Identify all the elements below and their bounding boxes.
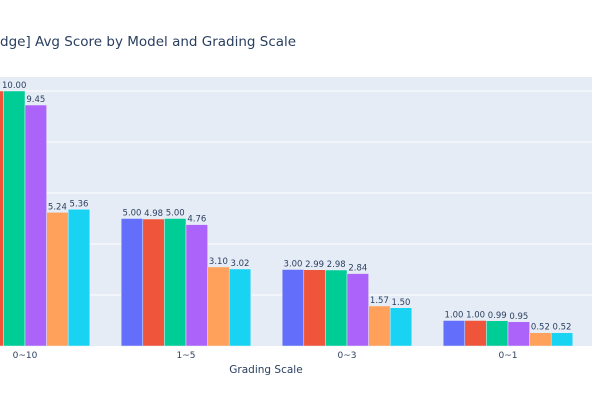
data-label: 3.10 [209, 257, 228, 267]
bar-series-2-0~3 [303, 269, 326, 347]
bar-series-5-0~1 [529, 332, 552, 347]
bar-series-1-1~5 [120, 218, 144, 347]
bar-series-4-1~5 [185, 224, 208, 347]
data-label: 0.52 [553, 323, 572, 333]
data-label: 3.00 [284, 260, 303, 270]
data-label: 0.99 [488, 311, 507, 321]
bar-series-3-0~1 [486, 320, 509, 347]
bar-series-5-1~5 [207, 266, 230, 347]
bar-series-5-0~10 [46, 212, 69, 347]
bar-series-3-1~5 [164, 218, 187, 347]
bar-series-4-0~3 [346, 273, 369, 347]
bar-series-6-0~1 [550, 332, 574, 347]
chart-title: dge] Avg Score by Model and Grading Scal… [0, 34, 296, 50]
bar-series-2-1~5 [142, 218, 165, 347]
bars [0, 90, 574, 347]
x-tick-label: 0~3 [338, 351, 357, 361]
data-label: 5.00 [123, 209, 142, 219]
data-label: 9.45 [26, 95, 45, 105]
data-label: 1.57 [370, 296, 389, 306]
data-label: 0.52 [531, 323, 550, 333]
bar-series-6-0~10 [67, 209, 91, 347]
data-label: 4.76 [187, 215, 206, 225]
data-label: 1.50 [392, 298, 411, 308]
bar-series-5-0~3 [368, 305, 391, 347]
bar-series-4-0~1 [507, 321, 530, 347]
data-labels: 10.009.455.24 5.365.00 4.98 5.004.763.10 3.0… [2, 81, 571, 333]
data-label: 5.36 [70, 199, 89, 209]
bar-series-2-0~1 [464, 320, 487, 347]
gridlines [0, 90, 592, 296]
bar-series-1-0~3 [281, 269, 305, 347]
data-label: 5.24 [48, 202, 67, 212]
bar-series-2-0~10 [0, 90, 4, 347]
data-label: 2.84 [348, 264, 367, 274]
x-axis-title: Grading Scale [229, 364, 302, 376]
bar-series-6-1~5 [228, 268, 252, 347]
data-label: 4.98 [144, 209, 163, 219]
bar-series-6-0~3 [389, 307, 413, 347]
bar-series-3-0~3 [325, 269, 348, 347]
bar-series-4-0~10 [24, 104, 47, 347]
x-tick-label: 0~10 [13, 351, 38, 361]
bar-series-3-0~10 [3, 90, 26, 347]
data-label: 3.02 [231, 259, 250, 269]
data-label: 10.00 [2, 81, 26, 91]
data-label: 1.00 [445, 311, 464, 321]
x-tick-labels: 0~10 1~5 0~3 0~1 [13, 351, 518, 361]
data-label: 5.00 [166, 209, 185, 219]
data-label: 2.98 [327, 260, 346, 270]
x-tick-label: 0~1 [499, 351, 518, 361]
x-tick-label: 1~5 [177, 351, 196, 361]
data-label: 1.00 [466, 311, 485, 321]
data-label: 2.99 [305, 260, 324, 270]
data-label: 0.95 [509, 312, 528, 322]
bar-series-1-0~1 [442, 320, 466, 347]
